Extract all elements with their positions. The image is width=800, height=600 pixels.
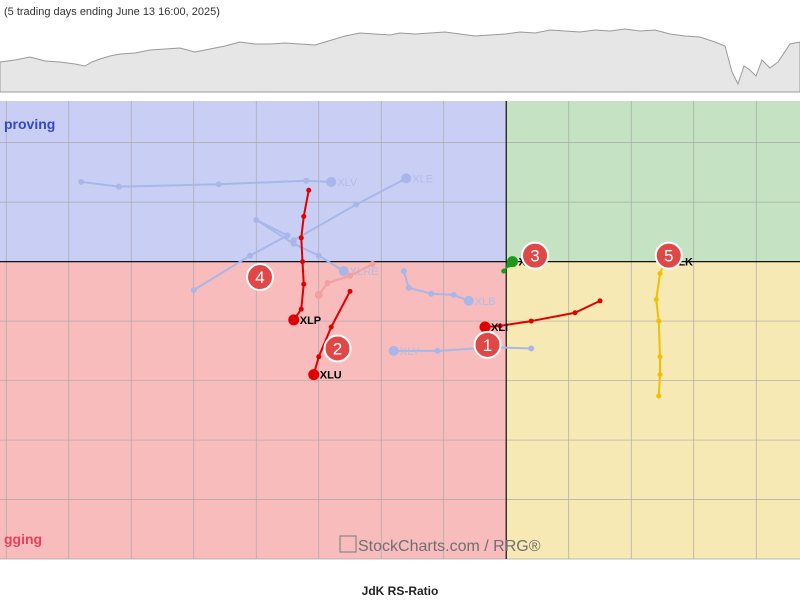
trail-head xyxy=(314,290,323,299)
trail-point xyxy=(298,235,304,241)
trail-point xyxy=(501,268,507,274)
trail-xlu: XLU xyxy=(308,288,353,382)
marker-circle xyxy=(246,263,274,292)
trail-point xyxy=(656,393,662,399)
trail-head xyxy=(308,369,320,381)
marker-3: 3 xyxy=(521,241,549,270)
trail-head xyxy=(388,345,399,356)
trail-label: XLU xyxy=(320,370,342,382)
trail-point xyxy=(353,201,360,208)
trail-line xyxy=(317,263,373,296)
marker-4: 4 xyxy=(246,263,274,292)
trail-xle: XLE xyxy=(290,173,433,244)
marker-label: 5 xyxy=(664,247,673,266)
trail-point xyxy=(290,240,297,247)
trail-point xyxy=(247,252,253,259)
trail-line xyxy=(312,290,351,375)
trail-label: XLI xyxy=(491,322,508,334)
trail-point xyxy=(306,187,312,193)
trail-xlu-faded xyxy=(314,260,376,299)
trail-point xyxy=(657,372,663,378)
quadrant-weakening xyxy=(506,261,800,559)
chart-subtitle: (5 trading days ending June 13 16:00, 20… xyxy=(4,6,220,18)
trail-point xyxy=(347,288,353,294)
quadrant-lagging xyxy=(0,261,507,559)
trail-point xyxy=(347,272,353,279)
trail-point xyxy=(78,178,85,185)
rotation-trails: XLVXLEXLREXLBXLYXLIXLPXLUXLCXLK xyxy=(78,173,693,399)
quadrant-leading xyxy=(506,101,800,262)
trail-label: XLV xyxy=(337,177,358,189)
marker-label: 2 xyxy=(333,339,342,358)
x-axis-label: JdK RS-Ratio xyxy=(361,584,439,598)
marker-5: 5 xyxy=(654,241,683,270)
trail-head xyxy=(507,256,518,268)
trail-point xyxy=(253,216,260,223)
price-overview-chart xyxy=(0,22,800,98)
trail-xli: XLI xyxy=(479,298,603,334)
marker-circle xyxy=(654,241,683,270)
trail-point xyxy=(301,281,307,287)
trail-point xyxy=(428,290,435,297)
number-markers: 1 2 3 4 5 xyxy=(246,241,683,363)
trail-point xyxy=(657,354,663,360)
quadrant-backgrounds xyxy=(0,101,800,559)
trail-xlb: XLB xyxy=(400,268,496,308)
marker-circle xyxy=(323,334,352,363)
trail-point xyxy=(324,280,331,287)
trail-point xyxy=(369,260,376,267)
trail-point xyxy=(115,183,122,190)
trail-head xyxy=(479,321,491,333)
trail-xlre: XLRE xyxy=(190,216,379,294)
trail-label: XLE xyxy=(412,173,433,185)
marker-circle xyxy=(521,241,549,270)
trail-point xyxy=(597,298,603,304)
marker-label: 3 xyxy=(530,247,539,266)
trail-xly: XLY xyxy=(388,344,535,358)
trail-label: XLP xyxy=(300,315,321,327)
trail-xlp: XLP xyxy=(288,187,321,327)
marker-1: 1 xyxy=(473,330,502,359)
watermark-text: StockCharts.com / RRG® xyxy=(358,538,541,555)
trail-point xyxy=(316,354,322,360)
trail-point xyxy=(572,310,578,316)
trail-point xyxy=(653,297,659,303)
trail-xlv: XLV xyxy=(78,176,358,190)
trail-point xyxy=(315,252,322,259)
trail-point xyxy=(328,324,334,330)
trail-point xyxy=(528,345,535,352)
trail-point xyxy=(434,347,441,354)
trail-head xyxy=(326,176,337,187)
trail-point xyxy=(300,259,305,265)
marker-label: 4 xyxy=(255,268,264,287)
trail-head xyxy=(401,173,412,184)
trail-head xyxy=(463,295,474,306)
quadrant-label-lagging: gging xyxy=(4,531,42,547)
marker-circle xyxy=(473,330,502,359)
trail-point xyxy=(450,291,457,298)
trail-label: XLRE xyxy=(350,266,379,278)
trail-point xyxy=(298,306,304,312)
trail-point xyxy=(497,323,503,329)
trail-point xyxy=(215,181,222,188)
trail-point xyxy=(656,318,662,324)
trail-label: XLY xyxy=(400,346,421,358)
trail-point xyxy=(190,287,197,294)
trail-point xyxy=(405,284,412,291)
marker-label: 1 xyxy=(483,336,492,355)
marker-2: 2 xyxy=(323,334,352,363)
trail-point xyxy=(303,177,310,184)
watermark: StockCharts.com / RRG® xyxy=(339,535,541,555)
trail-head xyxy=(288,314,300,326)
trail-head xyxy=(338,266,349,277)
trail-point xyxy=(528,318,534,324)
trail-point xyxy=(657,270,663,276)
trail-line xyxy=(393,346,532,352)
trail-label: XLB xyxy=(475,296,496,308)
trail-point xyxy=(400,268,407,275)
trail-point xyxy=(284,232,291,239)
trail-point xyxy=(301,213,307,219)
quadrant-label-improving: proving xyxy=(4,116,55,132)
